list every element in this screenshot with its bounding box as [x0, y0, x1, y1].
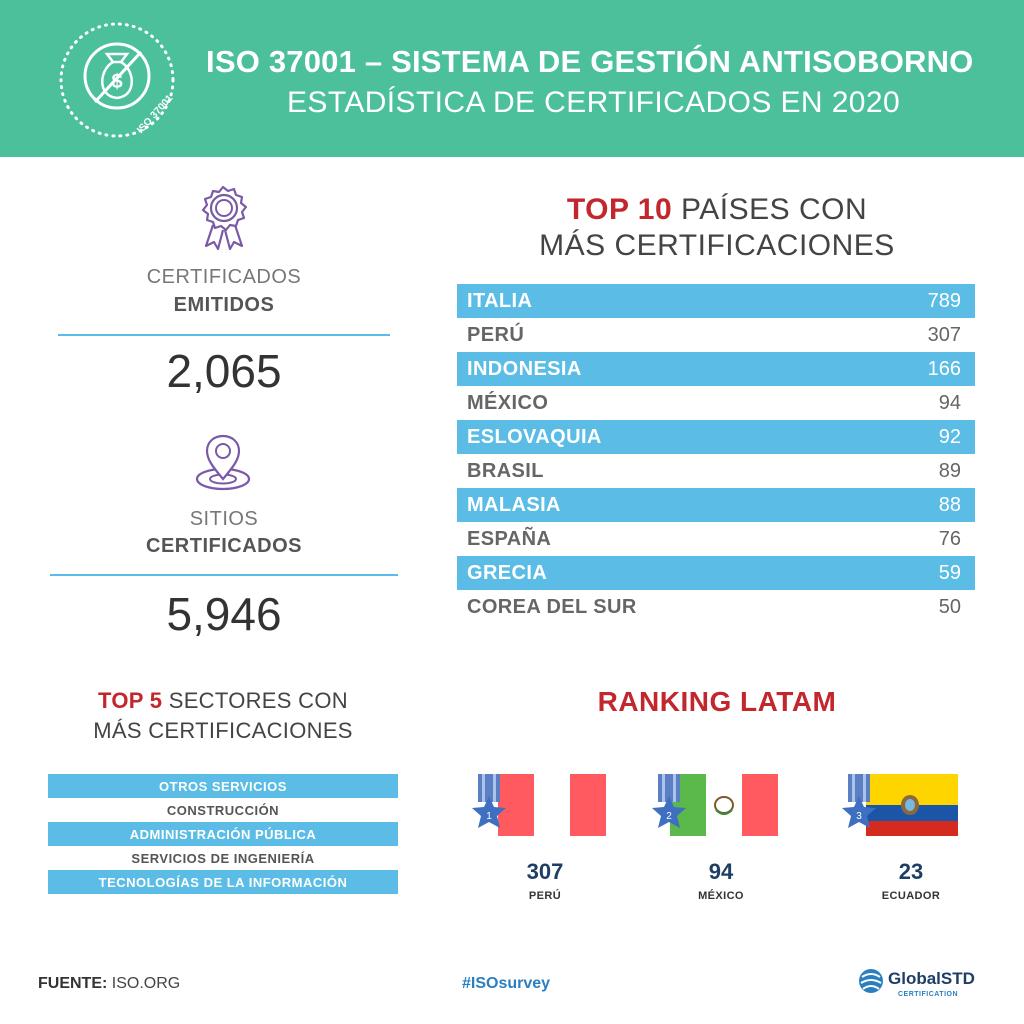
- divider: [50, 574, 398, 576]
- svg-text:GlobalSTD: GlobalSTD: [888, 969, 975, 988]
- latam-title: RANKING LATAM: [597, 686, 837, 717]
- latam-country: ECUADOR: [881, 890, 941, 902]
- certificates-label-bold: EMITIDOS: [173, 294, 275, 316]
- money-bag-crossed-icon: $ ISO 37001: [59, 22, 176, 138]
- latam-item-mexico: 2 94 MÉXICO: [646, 774, 796, 902]
- medal-star-icon: 1: [472, 774, 506, 828]
- divider: [58, 334, 390, 336]
- latam-country: PERÚ: [528, 890, 562, 902]
- top5-title: TOP 5 SECTORES CON MÁS CERTIFICACIONES: [93, 688, 353, 743]
- footer-source: FUENTE: ISO.ORG: [38, 975, 181, 992]
- top5-list: OTROS SERVICIOS CONSTRUCCIÓN ADMINISTRAC…: [48, 774, 398, 894]
- latam-item-peru: 1 307 PERÚ: [470, 774, 620, 902]
- table-row: MÉXICO 94: [457, 386, 975, 420]
- badge-text: ISO 37001: [135, 93, 175, 136]
- table-row: ESLOVAQUIA 92: [457, 420, 975, 454]
- latam-country: MÉXICO: [698, 890, 744, 902]
- top10-title: TOP 10 PAÍSES CON MÁS CERTIFICACIONES: [539, 193, 895, 262]
- svg-text:2: 2: [666, 811, 672, 822]
- sites-label-bold: CERTIFICADOS: [146, 535, 302, 557]
- page-title: ISO 37001 – SISTEMA DE GESTIÓN ANTISOBOR…: [206, 44, 974, 79]
- certificates-value: 2,065: [166, 345, 282, 397]
- list-item: CONSTRUCCIÓN: [48, 798, 398, 822]
- list-item: ADMINISTRACIÓN PÚBLICA: [48, 822, 398, 846]
- list-item: SERVICIOS DE INGENIERÍA: [48, 846, 398, 870]
- list-item: TECNOLOGÍAS DE LA INFORMACIÓN: [48, 870, 398, 894]
- svg-text:$: $: [111, 71, 122, 93]
- table-row: GRECIA 59: [457, 556, 975, 590]
- svg-text:1: 1: [486, 811, 492, 822]
- sites-value: 5,946: [166, 588, 282, 640]
- latam-value: 23: [898, 859, 924, 884]
- ecuador-flag: 3: [842, 774, 958, 836]
- table-row: BRASIL 89: [457, 454, 975, 488]
- mexico-flag: 2: [652, 774, 778, 836]
- list-item: OTROS SERVICIOS: [48, 774, 398, 798]
- medal-star-icon: 3: [842, 774, 876, 828]
- peru-flag: 1: [472, 774, 606, 836]
- footer-hashtag[interactable]: #ISOsurvey: [462, 975, 551, 992]
- sites-label: SITIOS: [189, 508, 259, 530]
- latam-item-ecuador: 3 23 ECUADOR: [836, 774, 986, 902]
- award-ribbon-icon: [201, 185, 248, 251]
- header-banner: $ ISO 37001 ISO 37001 – SISTEMA DE GESTI…: [0, 0, 1024, 157]
- latam-value: 307: [526, 859, 564, 884]
- table-row: MALASIA 88: [457, 488, 975, 522]
- table-row: ESPAÑA 76: [457, 522, 975, 556]
- svg-text:3: 3: [856, 811, 862, 822]
- table-row: PERÚ 307: [457, 318, 975, 352]
- table-row: COREA DEL SUR 50: [457, 590, 975, 624]
- page-subtitle: ESTADÍSTICA DE CERTIFICADOS EN 2020: [287, 86, 901, 119]
- location-pin-icon: [195, 434, 251, 491]
- medal-star-icon: 2: [652, 774, 686, 828]
- table-row: ITALIA 789: [457, 284, 975, 318]
- globalstd-logo: GlobalSTD CERTIFICATION: [859, 969, 975, 998]
- svg-text:CERTIFICATION: CERTIFICATION: [898, 991, 958, 998]
- latam-value: 94: [708, 859, 734, 884]
- table-row: INDONESIA 166: [457, 352, 975, 386]
- certificates-label: CERTIFICADOS: [146, 266, 302, 288]
- top10-table: ITALIA 789 PERÚ 307 INDONESIA 166 MÉXICO 94 …: [457, 284, 975, 624]
